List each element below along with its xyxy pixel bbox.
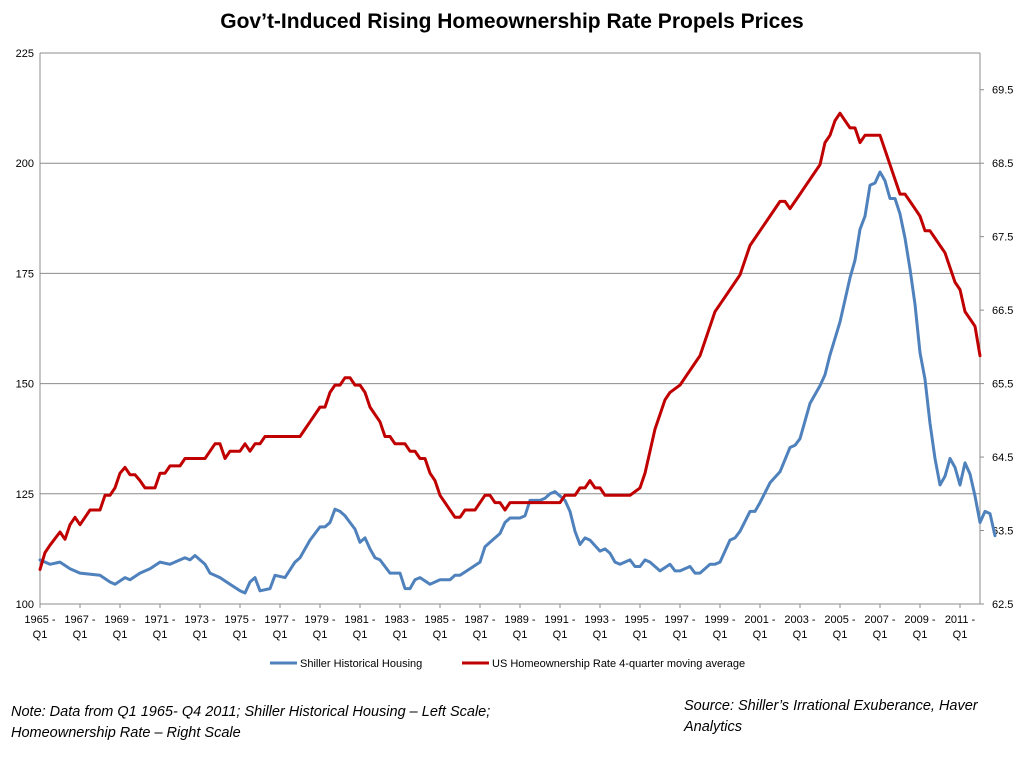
left-tick-label: 225 [16, 48, 34, 60]
x-tick-label: 1977 -Q1 [264, 614, 296, 641]
series-line-1 [38, 170, 997, 595]
x-tick-label: 1971 -Q1 [144, 614, 176, 641]
x-tick-label: 2005 -Q1 [824, 614, 856, 641]
x-tick-label: 1995 -Q1 [624, 614, 656, 641]
x-tick-label: 1973 -Q1 [184, 614, 216, 641]
x-tick-label: 1975 -Q1 [224, 614, 256, 641]
x-tick-label: 1967 -Q1 [64, 614, 96, 641]
x-tick-label: 1979 -Q1 [304, 614, 336, 641]
right-tick-label: 67.5 [992, 232, 1013, 244]
x-axis-tick-labels: 1965 -Q1 1967 -Q1 1969 -Q1 1971 -Q1 1973 -Q1… [24, 604, 976, 641]
left-tick-label: 200 [16, 158, 34, 170]
x-tick-label: 1993 -Q1 [584, 614, 616, 641]
x-tick-label: 2009 -Q1 [904, 614, 936, 641]
x-tick-label: 1983 -Q1 [384, 614, 416, 641]
gridlines [39, 52, 981, 605]
x-tick-label: 1989 -Q1 [504, 614, 536, 641]
right-tick-label: 68.5 [992, 158, 1013, 170]
chart-note: Note: Data from Q1 1965- Q4 2011; Shille… [11, 704, 491, 741]
x-tick-label: 1987 -Q1 [464, 614, 496, 641]
legend-label-2: US Homeownership Rate 4-quarter moving a… [492, 658, 745, 670]
x-tick-label: 1985 -Q1 [424, 614, 456, 641]
x-tick-label: 2011 -Q1 [945, 614, 976, 641]
right-axis-tick-labels: 62.5 63.5 64.5 65.5 66.5 67.5 68.5 69.5 [980, 85, 1013, 611]
right-tick-label: 62.5 [992, 599, 1013, 611]
right-tick-label: 64.5 [992, 452, 1013, 464]
legend-label-1: Shiller Historical Housing [300, 658, 422, 670]
left-axis-tick-labels: 100 125 150 175 200 225 [16, 48, 34, 611]
x-tick-label: 1997 -Q1 [664, 614, 696, 641]
left-tick-label: 125 [16, 489, 34, 501]
series-lines [38, 111, 997, 595]
x-tick-label: 1999 -Q1 [704, 614, 736, 641]
right-tick-label: 66.5 [992, 305, 1013, 317]
x-tick-label: 2003 -Q1 [784, 614, 816, 641]
right-tick-label: 63.5 [992, 526, 1013, 538]
x-tick-label: 1981 -Q1 [344, 614, 376, 641]
series-line-2 [38, 111, 982, 571]
right-tick-label: 69.5 [992, 85, 1013, 97]
legend: Shiller Historical Housing US Homeownersh… [270, 658, 745, 670]
x-tick-label: 2007 -Q1 [864, 614, 896, 641]
left-tick-label: 175 [16, 268, 34, 280]
x-tick-label: 2001 -Q1 [744, 614, 776, 641]
left-tick-label: 150 [16, 379, 34, 391]
right-tick-label: 65.5 [992, 379, 1013, 391]
left-tick-label: 100 [16, 599, 34, 611]
chart-source: Source: Shiller’s Irrational Exuberance,… [684, 698, 978, 735]
x-tick-label: 1991 -Q1 [544, 614, 576, 641]
chart-title: Gov’t-Induced Rising Homeownership Rate … [220, 10, 804, 33]
x-tick-label: 1969 -Q1 [104, 614, 136, 641]
x-tick-label: 1965 -Q1 [24, 614, 56, 641]
